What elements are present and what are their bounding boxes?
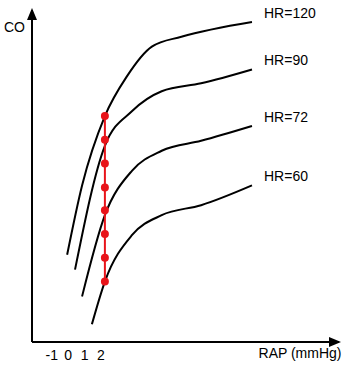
svg-text:0: 0 bbox=[64, 347, 72, 363]
svg-text:RAP (mmHg): RAP (mmHg) bbox=[259, 345, 341, 361]
svg-text:2: 2 bbox=[97, 347, 105, 363]
svg-text:HR=120: HR=120 bbox=[264, 5, 316, 21]
svg-text:CO: CO bbox=[8, 19, 25, 35]
svg-text:HR=60: HR=60 bbox=[264, 168, 308, 184]
svg-text:HR=72: HR=72 bbox=[264, 109, 308, 125]
svg-text:-1: -1 bbox=[45, 347, 58, 363]
svg-text:HR=90: HR=90 bbox=[264, 52, 308, 68]
svg-text:1: 1 bbox=[81, 347, 89, 363]
